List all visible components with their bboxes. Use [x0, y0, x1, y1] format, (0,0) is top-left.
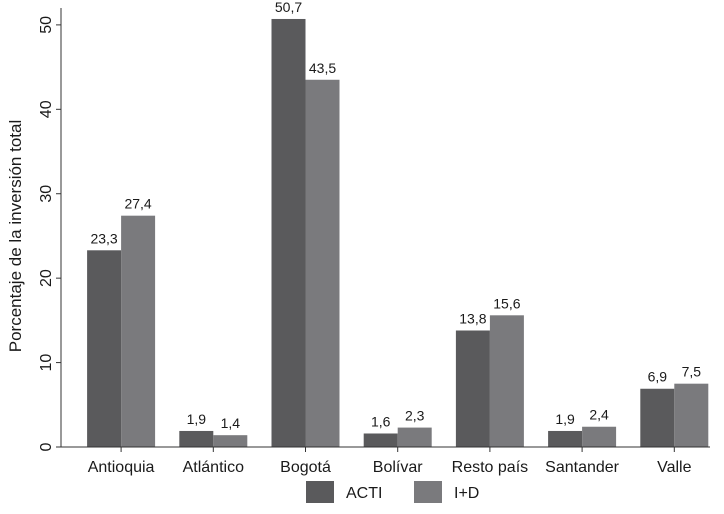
category-label: Antioquia — [88, 459, 155, 476]
bar-id — [213, 435, 248, 447]
data-label: 7,5 — [682, 364, 702, 380]
bars-group — [87, 18, 709, 447]
legend-label: ACTI — [346, 485, 382, 502]
data-label: 6,9 — [648, 369, 668, 385]
category-label: Bogotá — [280, 459, 331, 476]
bar-acti — [640, 388, 675, 447]
y-tick-label: 10 — [38, 354, 55, 372]
data-label: 23,3 — [90, 230, 117, 246]
data-label: 1,9 — [187, 411, 207, 427]
bar-acti — [363, 433, 398, 447]
category-label: Valle — [657, 459, 691, 476]
data-label: 27,4 — [124, 196, 151, 212]
bar-id — [489, 315, 524, 447]
data-label: 1,9 — [555, 411, 575, 427]
data-label: 15,6 — [493, 295, 520, 311]
bar-acti — [179, 430, 214, 447]
category-label: Atlántico — [183, 459, 244, 476]
bar-acti — [548, 430, 583, 447]
bar-id — [582, 426, 617, 447]
y-tick-label: 0 — [38, 442, 55, 451]
x-ticks-group: Antioquia Atlántico Bogotá Bolívar Resto paí… — [88, 447, 692, 476]
y-tick-label: 30 — [38, 185, 55, 203]
data-label: 50,7 — [275, 0, 302, 15]
legend-swatch — [414, 481, 442, 503]
data-label: 2,3 — [405, 408, 425, 424]
data-label: 1,4 — [221, 415, 241, 431]
data-label: 2,4 — [589, 407, 609, 423]
category-label: Bolívar — [373, 459, 423, 476]
y-axis-title: Porcentaje de la inversión total — [6, 120, 25, 352]
bar-acti — [271, 18, 306, 447]
bar-acti — [87, 250, 122, 447]
bar-id — [305, 79, 340, 447]
category-label: Resto país — [452, 459, 528, 476]
bar-id — [397, 427, 432, 447]
bar-id — [121, 215, 156, 447]
data-label: 43,5 — [309, 60, 336, 76]
y-ticks-group: 0 10 20 30 40 50 — [38, 16, 61, 451]
plot-area: 23,3 27,4 1,9 1,4 50,7 43,5 1,6 2,3 13,8 15,6 1,9 2… — [38, 0, 710, 476]
category-label: Santander — [545, 459, 620, 476]
legend-label: I+D — [454, 485, 479, 502]
legend-swatch — [306, 481, 334, 503]
y-tick-label: 40 — [38, 100, 55, 118]
data-label: 1,6 — [371, 413, 391, 429]
legend: ACTI I+D — [306, 481, 479, 503]
y-tick-label: 20 — [38, 269, 55, 287]
data-label: 13,8 — [459, 310, 486, 326]
bar-id — [674, 383, 709, 447]
bar-acti — [455, 330, 490, 447]
data-labels-group: 23,3 27,4 1,9 1,4 50,7 43,5 1,6 2,3 13,8 15,6 1,9 2… — [90, 0, 701, 431]
y-tick-label: 50 — [38, 16, 55, 34]
